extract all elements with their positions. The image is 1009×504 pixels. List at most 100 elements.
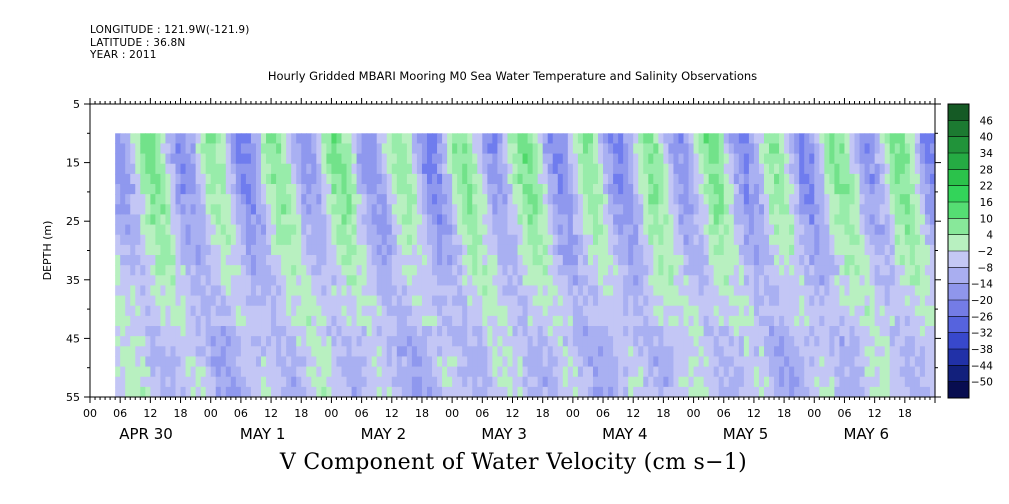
field-cell [774, 285, 780, 297]
field-cell [145, 143, 151, 155]
field-cell [748, 255, 755, 266]
field-cell [271, 143, 277, 155]
field-cell [774, 133, 780, 145]
field-cell [572, 376, 579, 388]
field-cell [608, 386, 614, 398]
field-cell [477, 255, 483, 266]
field-cell [115, 305, 121, 317]
field-cell [909, 356, 916, 368]
field-cell [361, 356, 368, 368]
field-cell [743, 153, 750, 165]
field-cell [170, 366, 177, 378]
field-cell [698, 214, 705, 226]
field-cell [658, 366, 664, 378]
field-cell [331, 386, 338, 398]
field-cell [738, 285, 745, 297]
field-cell [462, 163, 468, 175]
field-cell [628, 295, 634, 307]
field-cell [437, 244, 443, 256]
field-cell [557, 234, 564, 246]
field-cell [708, 244, 715, 256]
field-cell [582, 194, 589, 205]
field-cell [658, 326, 664, 337]
field-cell [693, 204, 700, 216]
field-cell [477, 153, 483, 165]
field-cell [150, 133, 156, 145]
field-cell [190, 194, 197, 205]
field-cell [879, 163, 886, 175]
field-cell [396, 265, 403, 276]
field-cell [929, 204, 936, 216]
field-cell [874, 194, 881, 205]
field-cell [306, 305, 312, 317]
field-cell [195, 315, 202, 327]
field-cell [804, 346, 810, 358]
field-cell [145, 244, 151, 256]
field-cell [527, 204, 534, 216]
field-cell [623, 275, 629, 287]
field-cell [703, 295, 710, 307]
field-cell [160, 346, 167, 358]
field-cell [220, 194, 227, 205]
field-cell [351, 386, 358, 398]
field-cell [728, 265, 735, 276]
field-cell [628, 255, 634, 266]
field-cell [673, 295, 680, 307]
field-cell [718, 366, 725, 378]
field-cell [753, 275, 760, 287]
field-cell [442, 173, 448, 185]
field-cell [688, 285, 695, 297]
field-cell [437, 326, 443, 337]
field-cell [753, 173, 760, 185]
field-cell [150, 265, 156, 276]
field-cell [291, 194, 297, 205]
field-cell [598, 163, 604, 175]
field-cell [487, 326, 493, 337]
field-cell [346, 346, 353, 358]
field-cell [648, 265, 654, 276]
field-cell [894, 356, 901, 368]
field-cell [426, 386, 433, 398]
field-cell [653, 295, 659, 307]
field-cell [799, 163, 805, 175]
field-cell [608, 265, 614, 276]
field-cell [844, 356, 851, 368]
field-cell [215, 376, 222, 388]
field-cell [487, 265, 493, 276]
colorbar-label: −20 [971, 295, 993, 307]
field-cell [185, 204, 192, 216]
field-cell [507, 275, 514, 287]
field-cell [703, 194, 710, 205]
field-cell [487, 386, 493, 398]
field-cell [909, 326, 916, 337]
field-cell [904, 275, 911, 287]
field-cell [210, 133, 217, 145]
field-cell [336, 265, 343, 276]
field-cell [386, 336, 393, 347]
field-cell [592, 255, 599, 266]
field-cell [306, 143, 312, 155]
field-cell [165, 143, 172, 155]
field-cell [457, 184, 463, 195]
colorbar-swatch [948, 120, 969, 138]
field-cell [311, 275, 317, 287]
field-cell [291, 275, 297, 287]
field-cell [854, 356, 861, 368]
field-cell [864, 376, 871, 388]
field-cell [653, 194, 659, 205]
field-cell [678, 224, 685, 236]
field-cell [225, 255, 232, 266]
field-cell [195, 194, 202, 205]
field-cell [502, 184, 509, 195]
field-cell [834, 255, 841, 266]
field-cell [311, 295, 317, 307]
field-cell [145, 265, 151, 276]
field-cell [869, 194, 876, 205]
field-cell [170, 376, 177, 388]
field-cell [296, 376, 302, 388]
field-cell [135, 244, 141, 256]
field-cell [537, 153, 544, 165]
field-cell [406, 163, 413, 175]
field-cell [799, 184, 805, 195]
field-cell [321, 285, 327, 297]
